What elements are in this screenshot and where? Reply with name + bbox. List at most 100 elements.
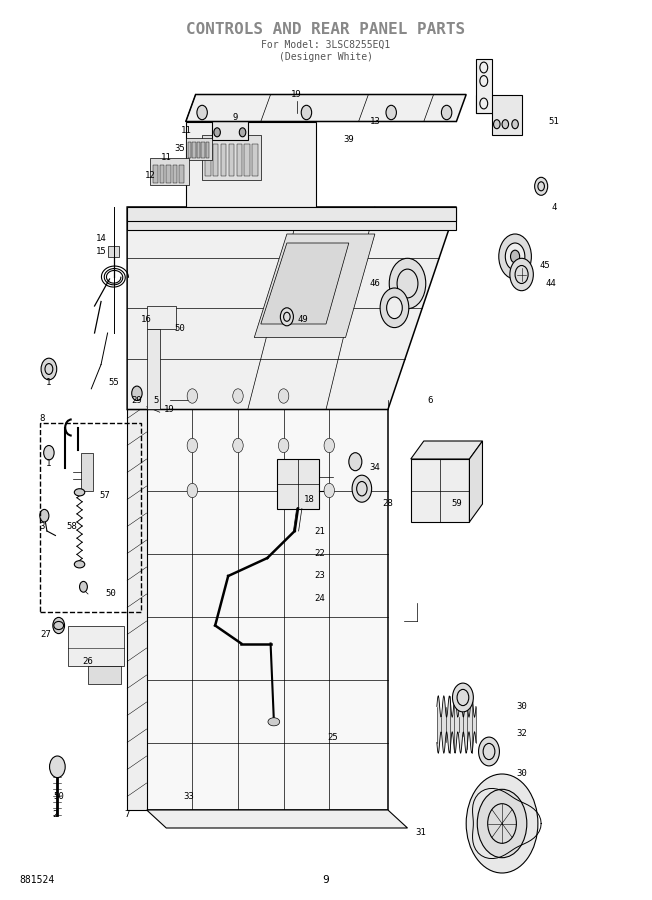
Text: 45: 45 <box>539 261 550 270</box>
Text: 13: 13 <box>370 117 380 126</box>
Circle shape <box>44 446 54 460</box>
Text: 23: 23 <box>314 572 325 580</box>
Text: 19: 19 <box>164 405 175 414</box>
Text: 24: 24 <box>314 594 325 603</box>
Bar <box>40 423 141 612</box>
Circle shape <box>505 243 525 270</box>
Circle shape <box>477 789 527 858</box>
Circle shape <box>510 258 533 291</box>
Polygon shape <box>68 626 124 666</box>
Text: 3: 3 <box>40 522 45 531</box>
Circle shape <box>197 105 207 120</box>
Text: 1: 1 <box>46 459 52 468</box>
Circle shape <box>479 737 499 766</box>
Polygon shape <box>411 441 482 459</box>
Circle shape <box>512 120 518 129</box>
Circle shape <box>278 438 289 453</box>
Bar <box>179 165 184 183</box>
Polygon shape <box>411 459 469 522</box>
Polygon shape <box>127 207 456 230</box>
Polygon shape <box>186 94 466 122</box>
Circle shape <box>278 389 289 403</box>
Circle shape <box>41 358 57 380</box>
Bar <box>173 165 177 183</box>
Text: 11: 11 <box>161 153 171 162</box>
Polygon shape <box>147 328 160 410</box>
Text: 8: 8 <box>40 414 45 423</box>
Text: 30: 30 <box>516 770 527 778</box>
Circle shape <box>187 438 198 453</box>
Circle shape <box>214 128 220 137</box>
Text: 881524: 881524 <box>20 875 55 886</box>
Text: 33: 33 <box>184 792 194 801</box>
Text: 27: 27 <box>40 630 51 639</box>
Text: 26: 26 <box>83 657 93 666</box>
Circle shape <box>441 105 452 120</box>
Bar <box>166 165 171 183</box>
Polygon shape <box>150 158 189 184</box>
Circle shape <box>214 106 220 115</box>
Polygon shape <box>147 306 176 328</box>
Text: 18: 18 <box>304 495 315 504</box>
Circle shape <box>187 389 198 403</box>
Text: 58: 58 <box>67 522 77 531</box>
Text: 57: 57 <box>99 491 110 500</box>
Text: 32: 32 <box>516 729 527 738</box>
Text: (Designer White): (Designer White) <box>279 51 373 62</box>
Polygon shape <box>147 410 388 810</box>
Text: 55: 55 <box>109 378 119 387</box>
Circle shape <box>535 177 548 195</box>
Circle shape <box>40 509 49 522</box>
Circle shape <box>132 386 142 400</box>
Polygon shape <box>476 94 522 135</box>
Circle shape <box>380 288 409 328</box>
Bar <box>188 142 191 158</box>
Circle shape <box>233 389 243 403</box>
Text: 28: 28 <box>383 500 393 508</box>
Bar <box>160 165 164 183</box>
Circle shape <box>50 756 65 778</box>
Bar <box>221 144 226 176</box>
Polygon shape <box>469 441 482 522</box>
Text: 12: 12 <box>145 171 155 180</box>
Polygon shape <box>127 410 147 810</box>
Bar <box>197 142 200 158</box>
Text: 14: 14 <box>96 234 106 243</box>
Text: 9: 9 <box>323 875 329 886</box>
Circle shape <box>324 438 334 453</box>
Bar <box>212 104 248 140</box>
Text: 34: 34 <box>370 464 380 472</box>
Bar <box>213 144 218 176</box>
Bar <box>202 135 261 180</box>
Circle shape <box>389 258 426 309</box>
Polygon shape <box>127 207 456 220</box>
Bar <box>108 246 119 256</box>
Text: 29: 29 <box>132 396 142 405</box>
Text: 35: 35 <box>174 144 185 153</box>
Circle shape <box>494 120 500 129</box>
Polygon shape <box>277 459 319 508</box>
Circle shape <box>511 250 520 263</box>
Text: 21: 21 <box>314 526 325 536</box>
Text: 51: 51 <box>549 117 559 126</box>
Circle shape <box>352 475 372 502</box>
Polygon shape <box>127 207 456 410</box>
Bar <box>237 144 242 176</box>
Text: 19: 19 <box>291 90 302 99</box>
Polygon shape <box>88 666 121 684</box>
Text: 39: 39 <box>344 135 354 144</box>
Text: 4: 4 <box>552 202 557 211</box>
Circle shape <box>239 106 246 115</box>
Circle shape <box>452 683 473 712</box>
Bar <box>252 144 258 176</box>
Circle shape <box>499 234 531 279</box>
Circle shape <box>466 774 538 873</box>
Circle shape <box>187 483 198 498</box>
Text: 9: 9 <box>232 112 237 122</box>
Text: 7: 7 <box>125 810 130 819</box>
Text: 50: 50 <box>53 792 64 801</box>
Text: 15: 15 <box>96 248 106 256</box>
Bar <box>153 165 158 183</box>
Circle shape <box>280 308 293 326</box>
Circle shape <box>301 105 312 120</box>
